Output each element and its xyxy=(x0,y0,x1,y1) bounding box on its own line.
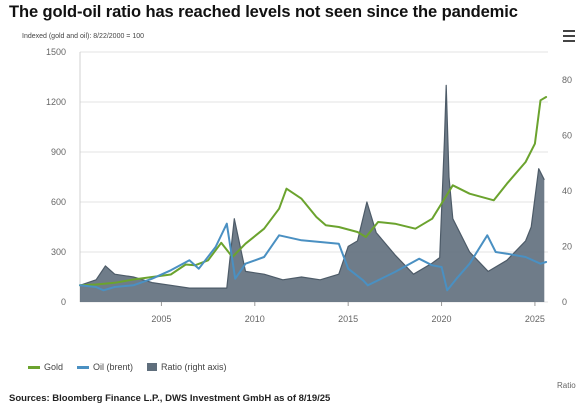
y-right-tick-label: 20 xyxy=(562,241,572,251)
legend-swatch-gold xyxy=(28,365,40,369)
series-ratio-line xyxy=(79,84,545,289)
legend-label-gold: Gold xyxy=(44,362,64,372)
y-right-tick-label: 40 xyxy=(562,186,572,196)
series-oil-line xyxy=(79,222,548,292)
x-tick-label: 2005 xyxy=(151,314,171,324)
source-note: Sources: Bloomberg Finance L.P., DWS Inv… xyxy=(9,393,331,404)
y-right-tick-label: 60 xyxy=(562,130,572,140)
x-tick-label: 2015 xyxy=(338,314,358,324)
y-left-tick-label: 0 xyxy=(61,297,66,307)
legend-swatch-oil xyxy=(77,365,90,369)
y-right-tick-label: 80 xyxy=(562,75,572,85)
y-left-tick-label: 900 xyxy=(51,147,66,157)
y-left-tick-label: 1200 xyxy=(46,97,66,107)
y-left-tick-label: 300 xyxy=(51,247,66,257)
series-gold-line xyxy=(79,96,548,287)
clipped-axis-label: Ratio xyxy=(557,381,576,390)
x-tick-label: 2010 xyxy=(245,314,265,324)
series-ratio-area xyxy=(80,85,545,302)
legend-swatch-ratio xyxy=(147,363,158,371)
axis-layer: 0 300 600 900 1200 1500 0 20 40 60 80 2005 2010 2015 2… xyxy=(46,47,572,324)
ratio-series-layer xyxy=(79,84,545,302)
chart-legend: Gold Oil (brent) Ratio (right axis) xyxy=(28,360,227,374)
y-right-tick-label: 0 xyxy=(562,297,567,307)
y-left-tick-label: 1500 xyxy=(46,47,66,57)
x-tick-label: 2025 xyxy=(525,314,545,324)
y-left-tick-label: 600 xyxy=(51,197,66,207)
chart-subtitle: Indexed (gold and oil): 8/22/2000 = 100 xyxy=(22,33,145,40)
chart-title: The gold-oil ratio has reached levels no… xyxy=(9,3,518,21)
legend-item-ratio[interactable]: Ratio (right axis) xyxy=(147,362,227,372)
legend-item-oil[interactable]: Oil (brent) xyxy=(77,362,133,372)
line-series-layer xyxy=(79,96,548,292)
legend-item-gold[interactable]: Gold xyxy=(28,362,63,372)
legend-label-oil: Oil (brent) xyxy=(93,362,134,372)
legend-label-ratio: Ratio (right axis) xyxy=(161,362,227,372)
hamburger-menu-icon[interactable] xyxy=(563,29,575,43)
x-tick-label: 2020 xyxy=(432,314,452,324)
